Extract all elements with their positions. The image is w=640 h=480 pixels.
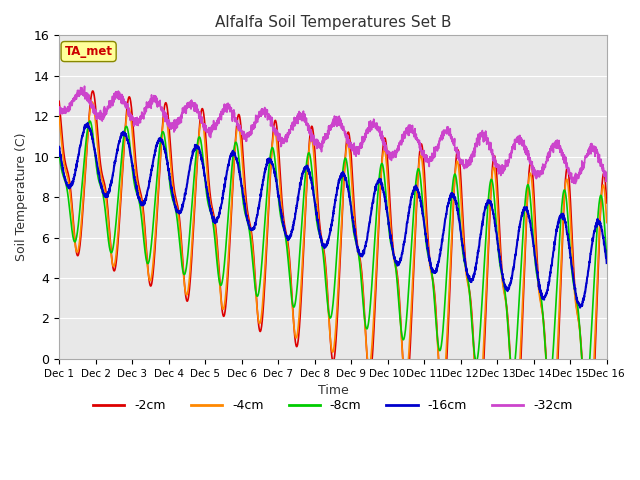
- X-axis label: Time: Time: [317, 384, 348, 397]
- Title: Alfalfa Soil Temperatures Set B: Alfalfa Soil Temperatures Set B: [214, 15, 451, 30]
- Legend: -2cm, -4cm, -8cm, -16cm, -32cm: -2cm, -4cm, -8cm, -16cm, -32cm: [88, 395, 578, 418]
- Y-axis label: Soil Temperature (C): Soil Temperature (C): [15, 133, 28, 262]
- Text: TA_met: TA_met: [65, 45, 113, 58]
